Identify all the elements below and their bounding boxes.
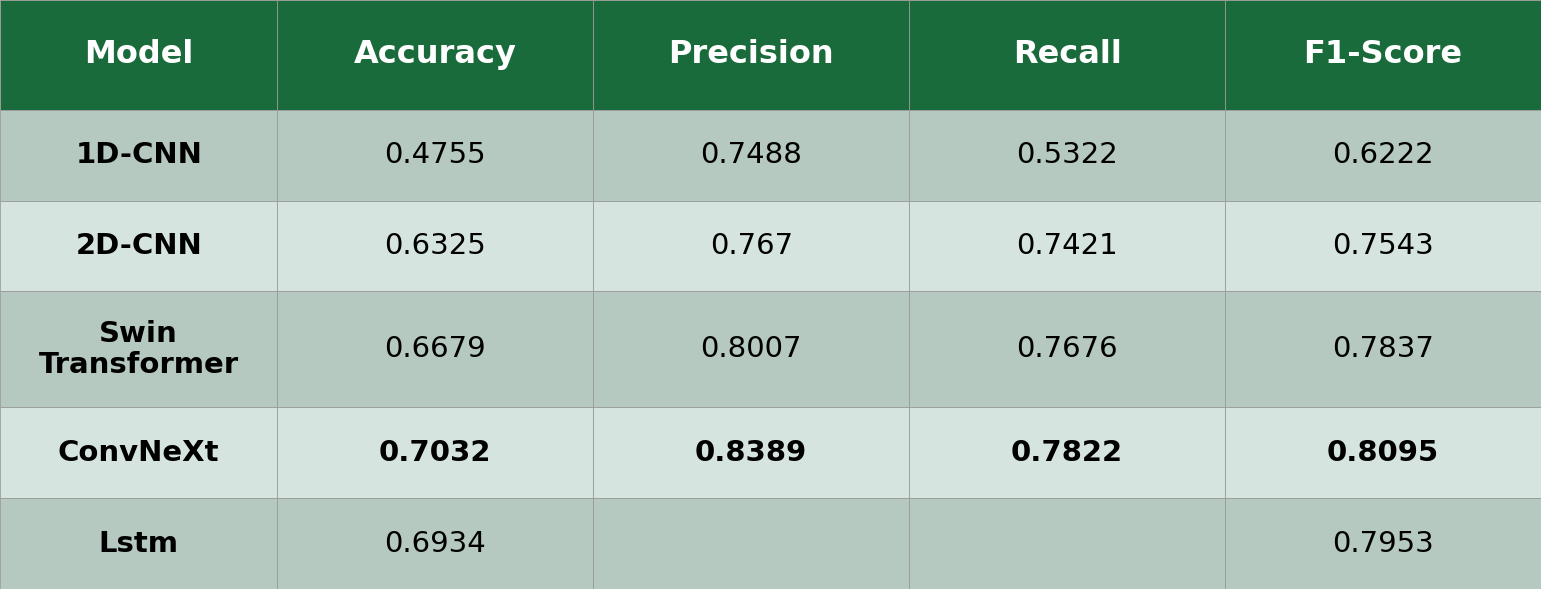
Text: 0.7421: 0.7421: [1016, 232, 1119, 260]
Bar: [0, 0, 277, 110]
Bar: [277, 498, 593, 589]
Bar: [0, 498, 277, 589]
Text: 0.7837: 0.7837: [1331, 335, 1435, 363]
Text: 0.8389: 0.8389: [695, 439, 807, 466]
Bar: [1225, 0, 1541, 110]
Bar: [277, 407, 593, 498]
Bar: [909, 292, 1225, 407]
Text: 0.6679: 0.6679: [385, 335, 485, 363]
Text: 0.8007: 0.8007: [701, 335, 801, 363]
Text: F1-Score: F1-Score: [1304, 39, 1462, 70]
Bar: [593, 0, 909, 110]
Bar: [593, 110, 909, 200]
Bar: [593, 292, 909, 407]
Bar: [0, 292, 277, 407]
Text: 0.6325: 0.6325: [384, 232, 487, 260]
Text: 0.7543: 0.7543: [1331, 232, 1435, 260]
Text: Swin
Transformer: Swin Transformer: [39, 320, 239, 379]
Text: 0.8095: 0.8095: [1327, 439, 1439, 466]
Bar: [277, 292, 593, 407]
Bar: [0, 110, 277, 200]
Bar: [909, 0, 1225, 110]
Text: Recall: Recall: [1012, 39, 1122, 70]
Text: 0.4755: 0.4755: [385, 141, 485, 169]
Text: 0.7822: 0.7822: [1011, 439, 1123, 466]
Text: ConvNeXt: ConvNeXt: [59, 439, 219, 466]
Text: 0.7676: 0.7676: [1017, 335, 1117, 363]
Text: Lstm: Lstm: [99, 530, 179, 558]
Bar: [1225, 200, 1541, 292]
Bar: [593, 407, 909, 498]
Text: Accuracy: Accuracy: [354, 39, 516, 70]
Bar: [909, 407, 1225, 498]
Bar: [593, 200, 909, 292]
Text: 0.767: 0.767: [710, 232, 792, 260]
Bar: [277, 0, 593, 110]
Text: 0.5322: 0.5322: [1016, 141, 1119, 169]
Text: 1D-CNN: 1D-CNN: [76, 141, 202, 169]
Bar: [909, 200, 1225, 292]
Text: 0.7488: 0.7488: [700, 141, 803, 169]
Text: 0.7032: 0.7032: [379, 439, 492, 466]
Text: 0.6934: 0.6934: [384, 530, 487, 558]
Bar: [277, 110, 593, 200]
Bar: [277, 200, 593, 292]
Bar: [1225, 407, 1541, 498]
Bar: [909, 498, 1225, 589]
Text: 2D-CNN: 2D-CNN: [76, 232, 202, 260]
Bar: [0, 200, 277, 292]
Text: 0.6222: 0.6222: [1333, 141, 1433, 169]
Bar: [1225, 110, 1541, 200]
Bar: [593, 498, 909, 589]
Text: 0.7953: 0.7953: [1331, 530, 1435, 558]
Bar: [1225, 498, 1541, 589]
Bar: [909, 110, 1225, 200]
Bar: [1225, 292, 1541, 407]
Bar: [0, 407, 277, 498]
Text: Precision: Precision: [669, 39, 834, 70]
Text: Model: Model: [85, 39, 193, 70]
